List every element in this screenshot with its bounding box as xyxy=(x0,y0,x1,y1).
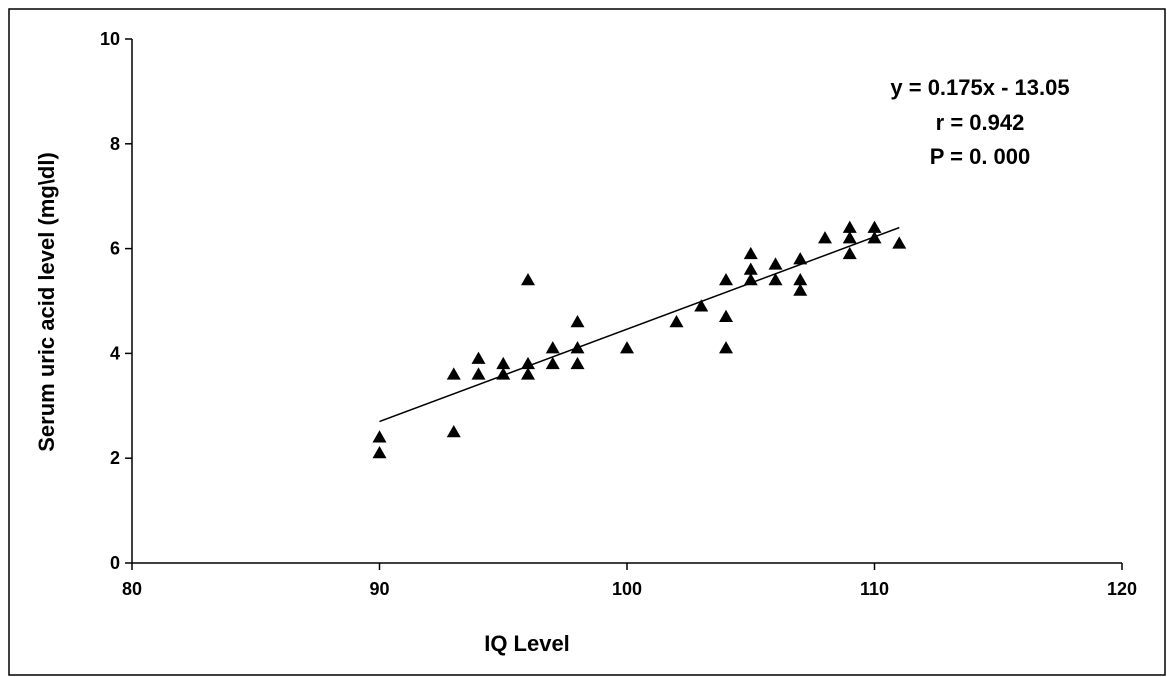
data-point xyxy=(570,341,585,354)
correlation-coefficient: r = 0.942 xyxy=(936,110,1025,135)
data-point xyxy=(743,262,758,275)
data-point xyxy=(521,356,535,370)
data-point xyxy=(521,367,535,380)
chart-frame xyxy=(8,8,1166,676)
data-point xyxy=(743,246,758,260)
data-point xyxy=(545,356,560,370)
data-point xyxy=(570,314,585,328)
x-axis-title: IQ Level xyxy=(484,631,570,656)
data-point xyxy=(372,430,387,443)
x-tick-label: 100 xyxy=(612,579,642,599)
y-axis-title: Serum uric acid level (mg\dl) xyxy=(34,152,59,452)
y-tick-label: 0 xyxy=(110,553,120,573)
y-tick-label: 8 xyxy=(110,134,120,154)
data-point xyxy=(867,220,882,233)
ticks xyxy=(125,38,1123,570)
y-tick-label: 2 xyxy=(110,448,120,468)
data-point xyxy=(867,231,882,244)
x-tick-label: 120 xyxy=(1107,579,1137,599)
data-point xyxy=(694,299,709,312)
data-point xyxy=(842,231,857,244)
trendline-layer xyxy=(379,226,900,423)
data-point xyxy=(793,283,808,296)
data-point xyxy=(471,351,486,364)
data-point xyxy=(719,341,733,354)
data-point xyxy=(496,356,511,370)
data-point xyxy=(719,273,733,286)
x-tick-label: 80 xyxy=(122,579,142,599)
data-point xyxy=(570,356,585,370)
x-tick-label: 90 xyxy=(369,579,389,599)
x-tick-label: 110 xyxy=(860,579,889,599)
data-point xyxy=(768,257,783,270)
data-point xyxy=(793,252,808,265)
p-value: P = 0. 000 xyxy=(930,144,1031,169)
tick-labels: 0 2 4 6 8 10 80 90 100 110 120 xyxy=(100,29,1137,599)
data-point xyxy=(842,246,857,260)
trendline xyxy=(379,226,900,423)
data-point xyxy=(446,367,461,380)
data-point xyxy=(372,445,387,459)
y-tick-label: 6 xyxy=(110,239,120,259)
y-tick-label: 4 xyxy=(110,343,120,363)
regression-equation: y = 0.175x - 13.05 xyxy=(890,75,1069,100)
data-point xyxy=(743,273,758,286)
data-point xyxy=(471,367,486,380)
data-point xyxy=(892,236,907,249)
data-point xyxy=(545,341,560,354)
y-tick-label: 10 xyxy=(100,29,120,49)
points-layer xyxy=(372,220,907,459)
data-point xyxy=(496,367,511,380)
data-point xyxy=(818,231,832,244)
data-point xyxy=(719,309,733,322)
data-point xyxy=(620,341,634,354)
data-point xyxy=(669,314,684,328)
data-point xyxy=(521,273,535,286)
data-point xyxy=(768,273,783,286)
data-point xyxy=(842,220,857,233)
data-point xyxy=(793,273,808,286)
data-point xyxy=(446,425,461,438)
